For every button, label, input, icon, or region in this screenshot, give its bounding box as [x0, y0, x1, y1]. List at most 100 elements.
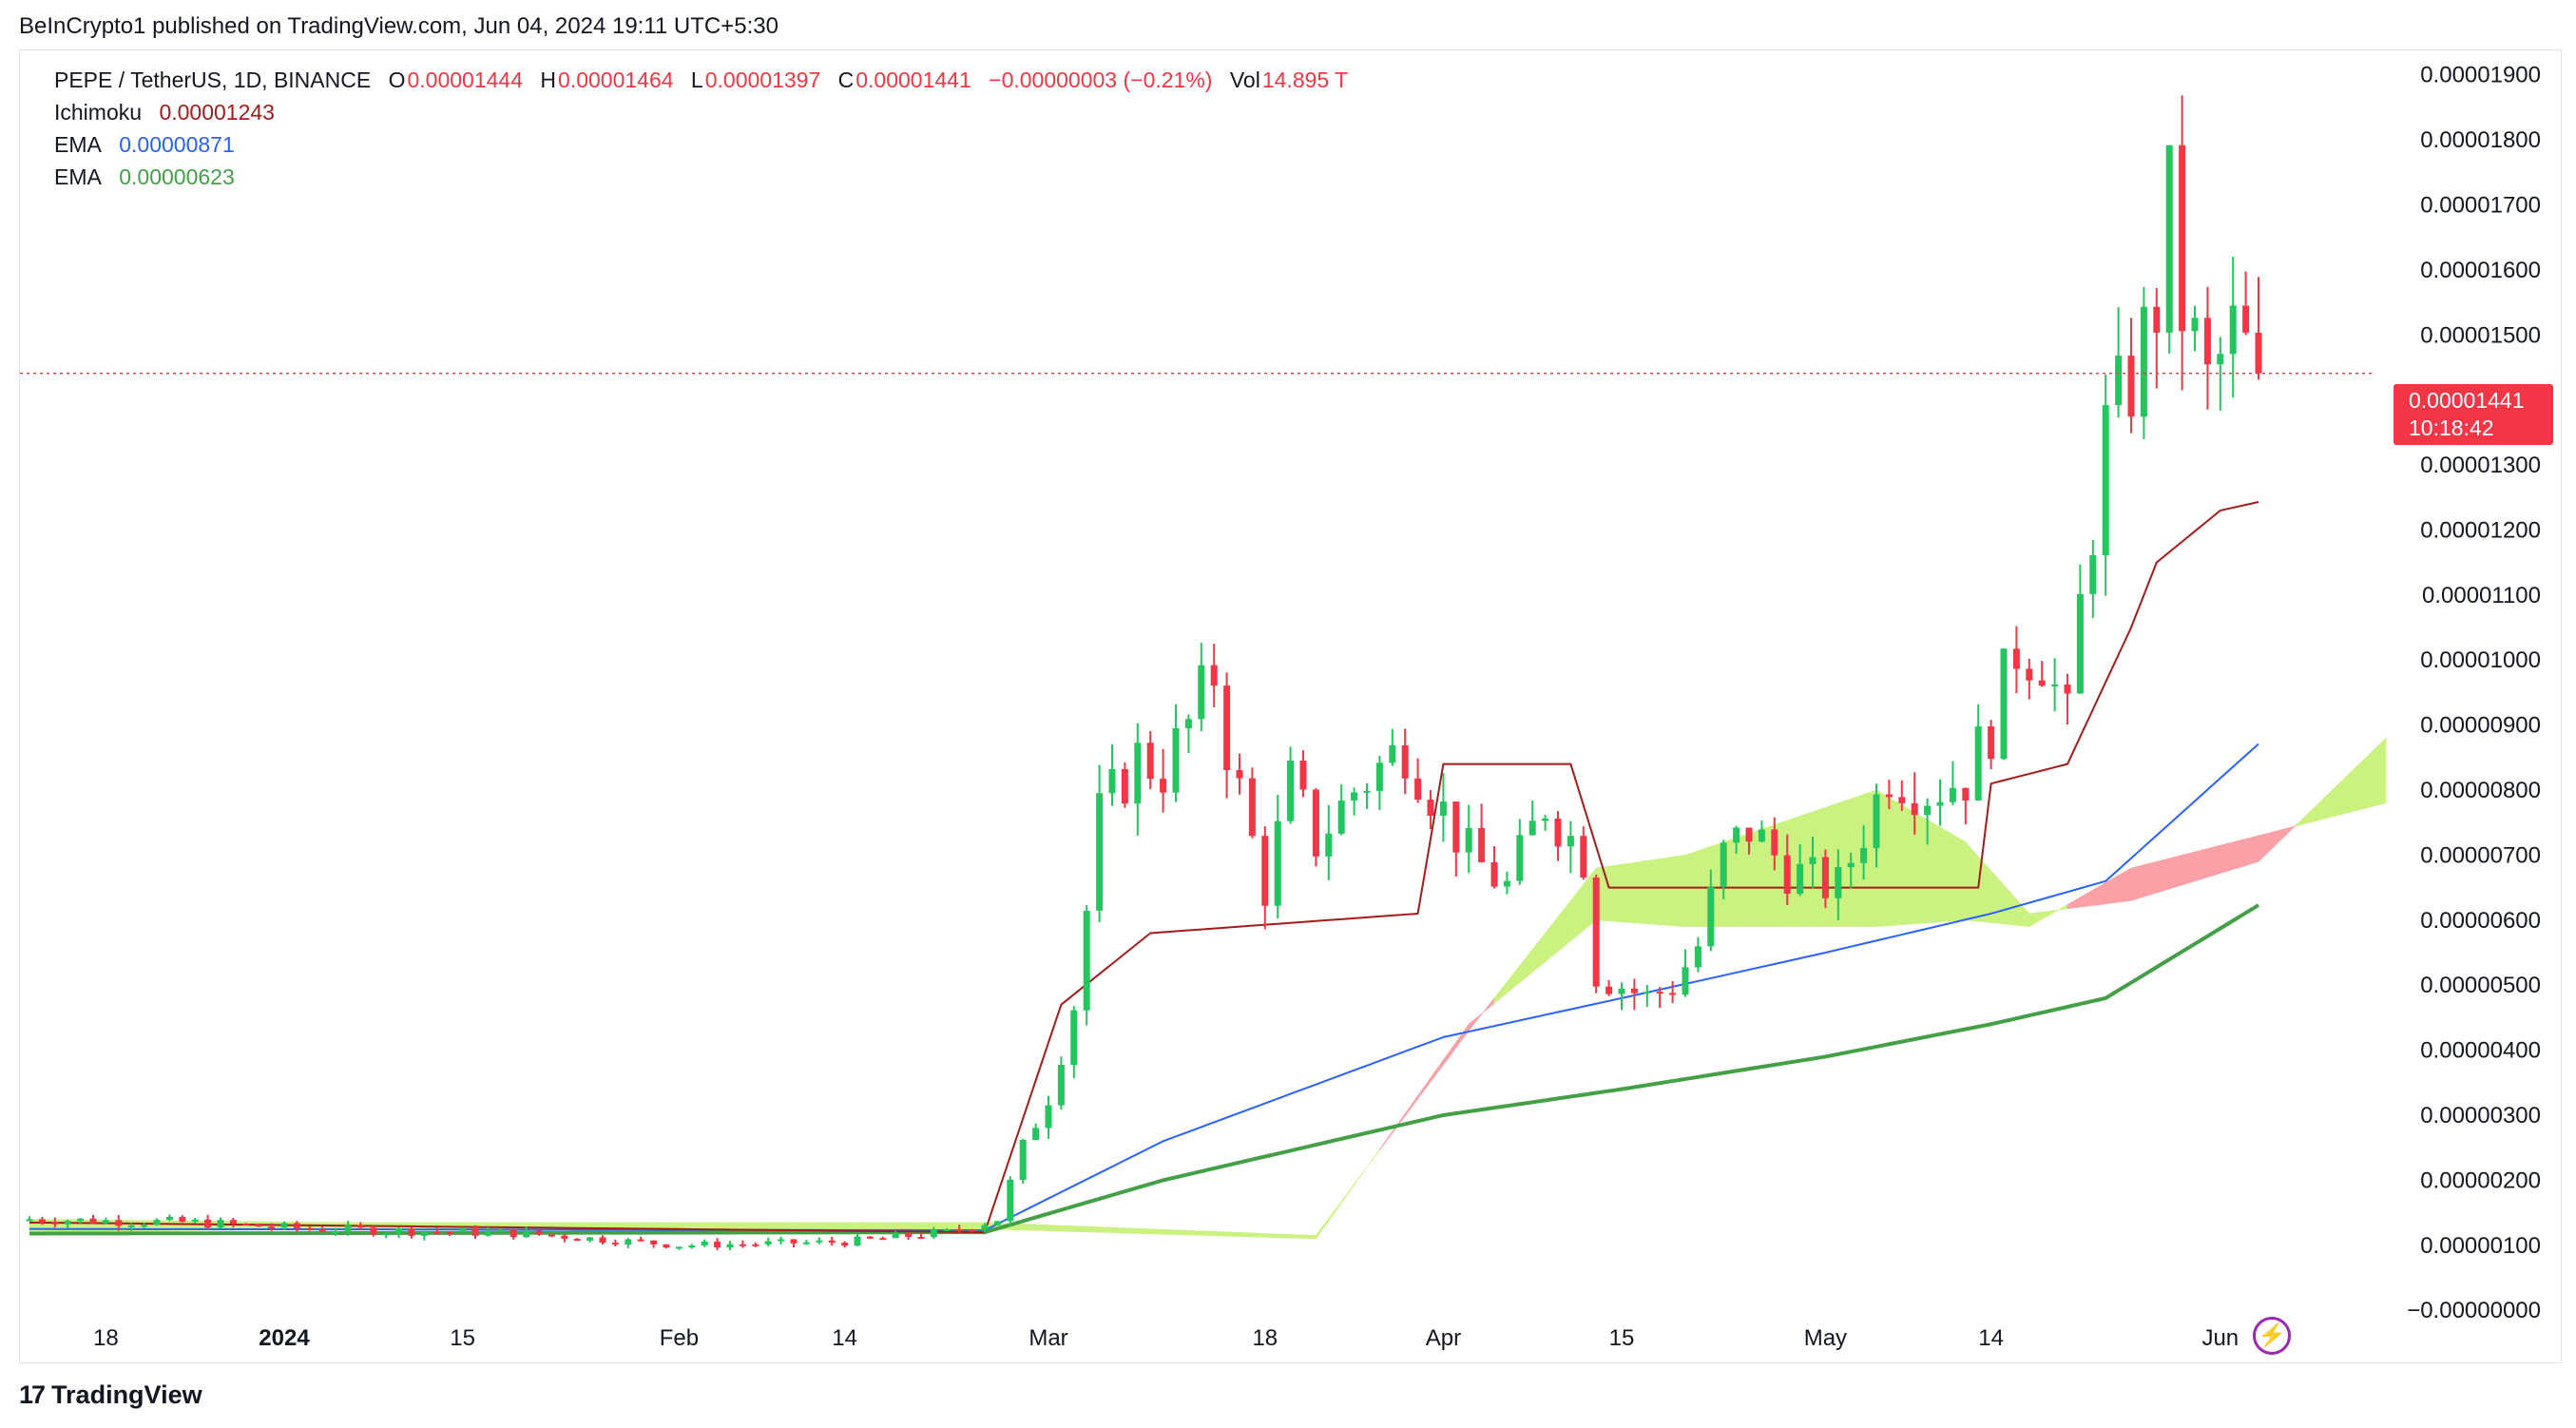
- line-ichimoku: [29, 501, 2259, 1234]
- candle-up: [1707, 886, 1715, 947]
- candle-down: [1210, 665, 1218, 686]
- candle-down: [1745, 827, 1753, 842]
- legend-h-label: H: [540, 68, 557, 92]
- candle-up: [523, 1230, 530, 1238]
- ichimoku-cloud: [29, 737, 2387, 1240]
- x-tick-label: Feb: [660, 1325, 699, 1351]
- cloud-segment: [1507, 964, 1521, 994]
- cloud-segment: [1684, 850, 1699, 927]
- candle-up: [1528, 820, 1536, 836]
- candle-up: [1465, 827, 1472, 853]
- tradingview-logo[interactable]: 17 TradingView: [19, 1380, 202, 1410]
- cloud-segment: [1290, 1234, 1304, 1239]
- cloud-segment: [1927, 819, 1941, 924]
- candle-down: [663, 1244, 670, 1248]
- legend-ema-slow-row[interactable]: EMA 0.00000623: [54, 164, 237, 190]
- candle-up: [1936, 801, 1944, 806]
- candle-up: [77, 1218, 85, 1222]
- x-tick-label: 15: [450, 1325, 475, 1351]
- legend-ichimoku-label: Ichimoku: [54, 100, 143, 125]
- cloud-segment: [2156, 858, 2170, 894]
- candle-up: [344, 1225, 352, 1232]
- price-chart[interactable]: 0.00001900 0.00001800 0.00001700 0.00001600…: [20, 50, 2563, 1364]
- cloud-segment: [742, 1222, 757, 1229]
- candle-up: [1949, 787, 1956, 802]
- candle-up: [1644, 992, 1651, 994]
- cloud-segment: [1990, 870, 2005, 925]
- legend-ichimoku-value: 0.00001243: [159, 100, 275, 125]
- legend-ichimoku-row[interactable]: Ichimoku 0.00001243: [54, 100, 277, 125]
- y-tick-label: 0.00000100: [2420, 1233, 2541, 1259]
- chart-frame[interactable]: 0.00001900 0.00001800 0.00001700 0.00001600…: [19, 49, 2562, 1363]
- candle-down: [611, 1243, 619, 1245]
- candle-up: [1797, 863, 1804, 895]
- candle-up: [1070, 1010, 1078, 1066]
- cloud-segment: [2271, 828, 2285, 850]
- legend-ema-fast-row[interactable]: EMA 0.00000871: [54, 132, 237, 158]
- candle-down: [1554, 818, 1562, 847]
- cloud-segment: [958, 1222, 972, 1229]
- cloud-segment: [1379, 1130, 1394, 1151]
- candle-down: [917, 1236, 925, 1239]
- candle-up: [1045, 1105, 1052, 1129]
- last-price-value: 0.00001441: [2409, 388, 2525, 413]
- cloud-segment: [2335, 774, 2349, 817]
- candle-down: [1898, 797, 1906, 803]
- cloud-segment: [1188, 1229, 1202, 1236]
- candle-down: [1592, 877, 1600, 987]
- candle-down: [2038, 680, 2046, 686]
- candle-up: [420, 1231, 428, 1236]
- candle-down: [1146, 743, 1154, 780]
- candle-down: [535, 1230, 543, 1235]
- candle-down: [790, 1239, 798, 1244]
- candle-down: [2203, 318, 2211, 365]
- cloud-segment: [2182, 851, 2196, 886]
- candle-down: [2255, 332, 2262, 374]
- cloud-segment: [2130, 864, 2144, 901]
- cloud-segment: [767, 1222, 781, 1229]
- legend-ema-fast-value: 0.00000871: [119, 132, 235, 157]
- candle-down: [1223, 685, 1231, 770]
- candle-up: [2191, 318, 2199, 332]
- candle-down: [2026, 668, 2033, 681]
- cloud-segment: [1417, 1076, 1432, 1100]
- candle-up: [1974, 725, 1982, 801]
- y-tick-label: −0.00000000: [2407, 1298, 2541, 1323]
- candle-up: [1325, 833, 1333, 857]
- cloud-segment: [1354, 1167, 1368, 1187]
- candle-up: [1758, 829, 1765, 842]
- candle-down: [51, 1222, 59, 1225]
- cloud-segment: [1073, 1225, 1087, 1233]
- cloud-segment: [793, 1222, 807, 1229]
- candle-down: [955, 1228, 963, 1231]
- candle-up: [395, 1228, 403, 1234]
- candle-down: [841, 1243, 849, 1246]
- candle-down: [1911, 802, 1918, 816]
- cloud-segment: [2309, 799, 2323, 823]
- candle-up: [382, 1233, 390, 1236]
- y-tick-label: 0.00000600: [2420, 908, 2541, 934]
- x-tick-label: 18: [1252, 1325, 1278, 1351]
- cloud-segment: [870, 1222, 884, 1229]
- legend-o-label: O: [388, 68, 406, 92]
- lightning-icon[interactable]: ⚡: [2253, 1317, 2291, 1355]
- cloud-segment: [1430, 1058, 1444, 1083]
- candle-up: [892, 1232, 899, 1239]
- candle-up: [2165, 145, 2173, 333]
- y-tick-label: 0.00000900: [2420, 713, 2541, 739]
- candle-up: [191, 1219, 199, 1223]
- cloud-segment: [2283, 823, 2297, 838]
- cloud-segment: [1099, 1226, 1113, 1233]
- candle-down: [1248, 778, 1256, 837]
- candle-down: [1160, 779, 1167, 793]
- cloud-segment: [1111, 1226, 1125, 1234]
- legend-symbol[interactable]: PEPE / TetherUS, 1D, BINANCE: [54, 68, 372, 92]
- candle-up: [688, 1245, 696, 1248]
- candle-up: [26, 1219, 33, 1222]
- candle-down: [650, 1240, 658, 1245]
- candle-up: [2051, 685, 2059, 687]
- candle-down: [969, 1229, 976, 1232]
- cloud-segment: [818, 1222, 833, 1229]
- x-tick-label: May: [1804, 1325, 1847, 1351]
- cloud-segment: [2168, 855, 2182, 890]
